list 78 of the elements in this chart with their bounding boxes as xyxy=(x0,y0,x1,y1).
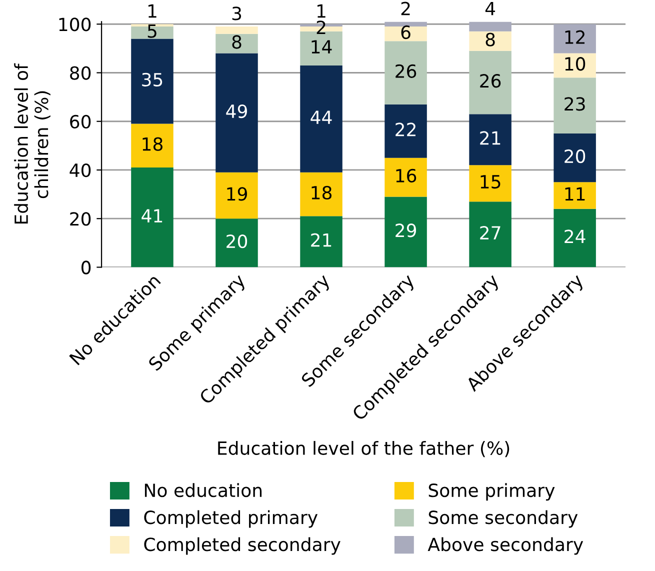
bar xyxy=(131,26,174,39)
data-label: 26 xyxy=(396,64,416,78)
data-label: 3 xyxy=(232,6,242,20)
bar xyxy=(216,26,258,34)
data-label: 8 xyxy=(486,32,495,46)
y-tick-label: 40 xyxy=(70,163,91,178)
y-tick-label: 20 xyxy=(70,212,91,226)
data-label: 23 xyxy=(564,97,585,111)
data-label: 1 xyxy=(148,4,156,18)
data-label: 10 xyxy=(565,57,586,71)
data-label: 18 xyxy=(142,137,162,151)
data-label: 5 xyxy=(148,24,156,38)
bar xyxy=(469,202,512,268)
y-tick-label: 100 xyxy=(59,18,91,32)
x-axis-title: Education level of the father (%) xyxy=(218,440,510,458)
bar xyxy=(384,41,427,104)
bar xyxy=(554,78,596,134)
y-tick-label: 60 xyxy=(70,114,91,128)
data-label: 26 xyxy=(480,74,501,88)
data-label: 41 xyxy=(142,209,162,222)
bar xyxy=(384,196,427,268)
data-label: 2 xyxy=(316,20,326,34)
data-label: 14 xyxy=(312,40,332,54)
bar xyxy=(469,31,512,51)
data-label: 19 xyxy=(227,187,247,201)
bar xyxy=(554,182,596,209)
data-label: 35 xyxy=(142,72,162,86)
data-label: 2 xyxy=(401,2,410,16)
bar xyxy=(554,134,596,182)
data-label: 21 xyxy=(311,233,332,247)
legend-label: No education xyxy=(144,483,262,498)
bar xyxy=(384,22,427,27)
data-label: 16 xyxy=(396,168,416,183)
bar xyxy=(300,216,342,268)
data-label: 11 xyxy=(565,187,585,200)
bar xyxy=(216,34,258,54)
data-label: 20 xyxy=(226,234,248,248)
bar xyxy=(300,65,342,172)
legend-label: Some secondary xyxy=(428,510,578,528)
y-tick-label: 0 xyxy=(82,260,91,274)
bar xyxy=(469,50,512,114)
data-label: 22 xyxy=(396,122,416,136)
legend-label: Above secondary xyxy=(428,537,584,555)
bar xyxy=(554,24,596,54)
y-tick-label: 80 xyxy=(70,66,91,80)
legend-label: Some primary xyxy=(428,483,555,501)
legend-label: Completed secondary xyxy=(144,537,340,555)
bar xyxy=(554,208,596,268)
bar xyxy=(216,53,258,172)
data-label: 29 xyxy=(396,224,416,238)
bar xyxy=(384,104,427,158)
bar xyxy=(384,26,427,42)
data-label: 24 xyxy=(564,230,586,244)
data-label: 27 xyxy=(480,226,500,240)
data-label: 20 xyxy=(564,149,586,164)
data-label: 6 xyxy=(401,25,410,40)
data-label: 1 xyxy=(318,4,326,18)
bar xyxy=(131,38,174,124)
data-label: 21 xyxy=(480,131,500,145)
bar xyxy=(216,218,258,268)
bar xyxy=(469,165,512,202)
legend-label: Completed primary xyxy=(144,510,318,528)
data-label: 15 xyxy=(480,175,500,189)
bar xyxy=(216,172,258,219)
data-label: 8 xyxy=(232,35,242,49)
bar xyxy=(131,168,174,268)
bar xyxy=(131,124,174,168)
bar xyxy=(469,22,512,32)
bar xyxy=(384,158,427,197)
data-label: 49 xyxy=(226,104,247,118)
data-label: 4 xyxy=(485,2,496,16)
data-label: 44 xyxy=(310,110,332,124)
bar xyxy=(300,172,342,216)
y-axis-title: Education level of children (%) xyxy=(14,63,50,224)
data-label: 18 xyxy=(312,186,332,200)
bar xyxy=(554,53,596,78)
data-label: 12 xyxy=(565,30,584,44)
bar xyxy=(469,114,512,166)
